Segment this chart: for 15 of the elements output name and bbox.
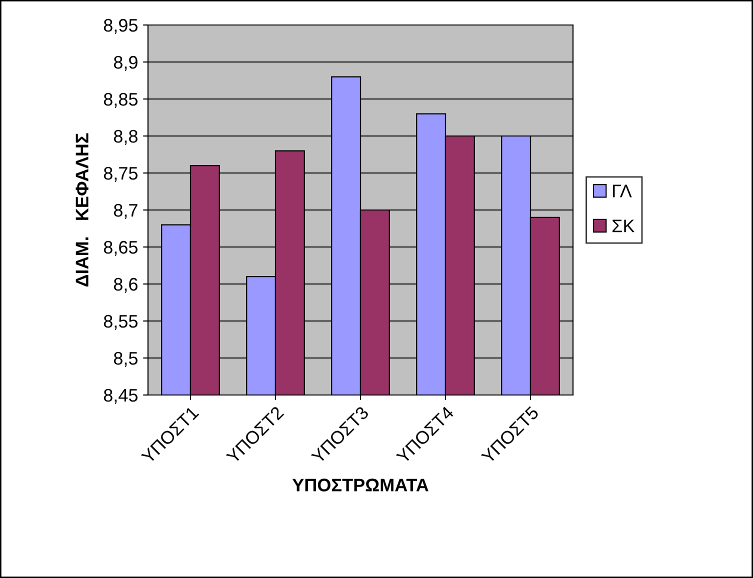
y-tick-label: 8,75: [104, 166, 138, 182]
y-axis-title: ΔΙΑΜ. ΚΕΦΑΛΗΣ: [76, 133, 88, 287]
legend-label: ΣΚ: [612, 220, 635, 232]
y-tick-label: 8,45: [104, 388, 138, 404]
y-tick-label: 8,95: [104, 18, 138, 34]
y-tick-label: 8,55: [104, 314, 138, 330]
y-tick-label: 8,65: [104, 240, 138, 256]
y-tick-label: 8,5: [114, 352, 138, 367]
legend-label: ΓΛ: [613, 184, 632, 198]
x-axis-title: ΥΠΟΣΤΡΩΜΑΤΑ: [292, 478, 428, 492]
y-tick-label: 8,85: [104, 92, 138, 108]
y-tick-label: 8,6: [114, 278, 138, 293]
y-tick-label: 8,8: [114, 130, 138, 145]
y-tick-label: 8,7: [114, 204, 138, 219]
y-tick-label: 8,9: [114, 56, 138, 71]
